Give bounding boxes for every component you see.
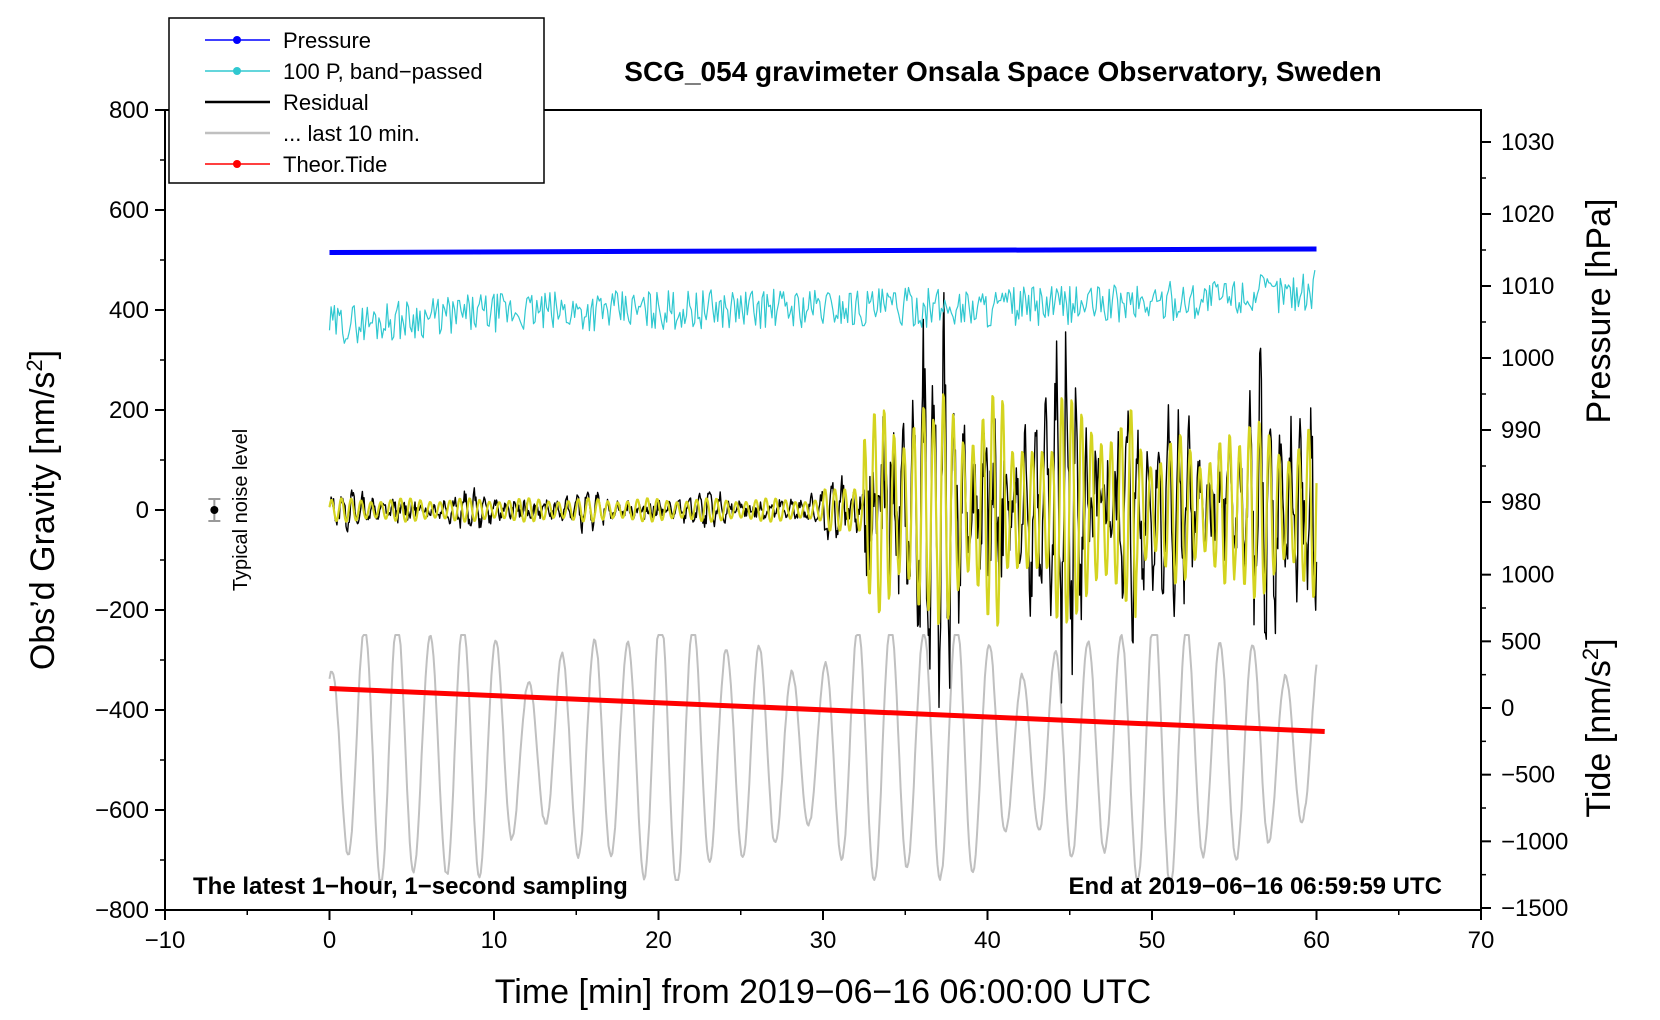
legend: Pressure 100 P, band−passed Residual ... la…: [168, 17, 545, 184]
tide-tick-label: 1000: [1501, 562, 1554, 589]
y-tick-label: −800: [95, 897, 149, 924]
y-tick-label: 200: [109, 397, 149, 424]
y-axis-title-text: Obs’d Gravity [nm/s: [24, 372, 62, 671]
legend-label: 100 P, band−passed: [283, 59, 483, 84]
chart-title: SCG_054 gravimeter Onsala Space Observat…: [624, 56, 1381, 87]
y-tick-label: 600: [109, 197, 149, 224]
x-tick-label: 60: [1303, 927, 1330, 954]
tide-tick-label: 500: [1501, 628, 1541, 655]
x-tick-label: −10: [145, 927, 186, 954]
x-tick-label: 70: [1468, 927, 1495, 954]
pressure-tick-label: 1000: [1501, 345, 1554, 372]
noise-level-label: Typical noise level: [230, 429, 252, 591]
tide-axis-title-text: Tide [nm/s: [1580, 660, 1618, 817]
series-pressure: [329, 246, 1317, 255]
tide-tick-label: −500: [1501, 762, 1555, 789]
pressure-tick-label: 1010: [1501, 273, 1554, 300]
x-tick-label: 40: [974, 927, 1001, 954]
series-100p-bandpassed: [328, 269, 1316, 344]
legend-swatch-dot: [233, 36, 241, 44]
y-tick-label: 400: [109, 297, 149, 324]
y-axis-title: Obs’d Gravity [nm/s2]: [22, 350, 63, 670]
pressure-tick-label: 1030: [1501, 129, 1554, 156]
x-tick-label: 20: [645, 927, 672, 954]
annotation-end-time: End at 2019−06−16 06:59:59 UTC: [1068, 873, 1442, 900]
tide-axis-title: Tide [nm/s2]: [1578, 638, 1619, 817]
legend-label: ... last 10 min.: [283, 121, 420, 146]
series-last-10-min: [328, 634, 1318, 881]
tide-axis-title-close: ]: [1580, 638, 1618, 647]
y-axis-title-close: ]: [24, 350, 62, 359]
series-layer: [328, 246, 1325, 881]
pressure-tick-label: 1020: [1501, 201, 1554, 228]
pressure-tick-label: 980: [1501, 489, 1541, 516]
tide-axis-title-sup: 2: [1578, 648, 1603, 660]
x-tick-label: 0: [323, 927, 336, 954]
legend-label: Pressure: [283, 28, 371, 53]
noise-point: [210, 506, 219, 514]
y-tick-label: 800: [109, 97, 149, 124]
pressure-axis-title: Pressure [hPa]: [1580, 199, 1618, 424]
legend-swatch-dot: [233, 160, 241, 168]
y-axis-title-sup: 2: [22, 359, 47, 371]
y-tick-label: 0: [136, 497, 149, 524]
y-tick-label: −400: [95, 697, 149, 724]
tide-tick-label: 0: [1501, 695, 1514, 722]
tide-tick-label: −1500: [1501, 895, 1568, 922]
axes-layer: −10 0 10 20 30 40 50 60 70−800−600−400−200020040…: [95, 97, 1568, 954]
y-tick-label: −200: [95, 597, 149, 624]
y-tick-label: −600: [95, 797, 149, 824]
noise-level-marker: [208, 498, 221, 522]
pressure-tick-label: 990: [1501, 417, 1541, 444]
legend-label: Theor.Tide: [283, 152, 387, 177]
x-tick-label: 10: [481, 927, 508, 954]
x-tick-label: 30: [810, 927, 837, 954]
tide-tick-label: −1000: [1501, 828, 1568, 855]
annotation-sampling: The latest 1−hour, 1−second sampling: [193, 873, 628, 900]
legend-label: Residual: [283, 90, 369, 115]
legend-swatch-dot: [233, 67, 241, 75]
series-bandpassed-overlay: [328, 393, 1318, 627]
x-axis-title: Time [min] from 2019−06−16 06:00:00 UTC: [495, 973, 1151, 1011]
legend-box: [168, 17, 545, 184]
series-theor-tide: [329, 686, 1325, 734]
x-tick-label: 50: [1139, 927, 1166, 954]
